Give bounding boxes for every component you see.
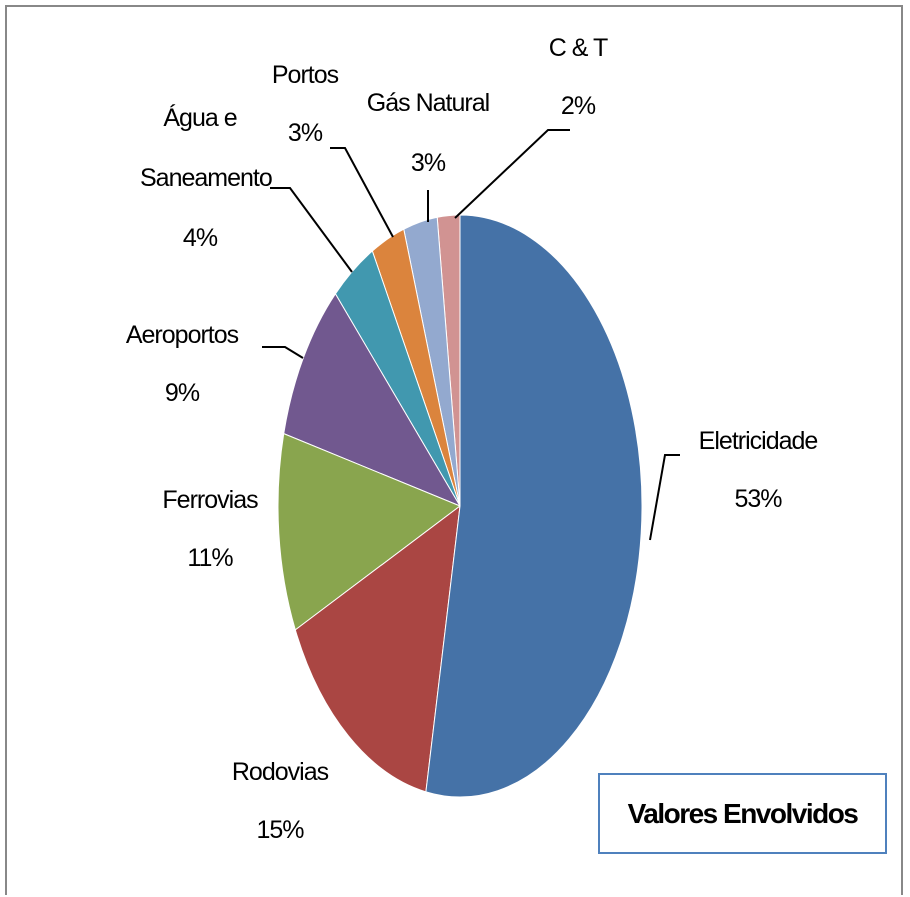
- slice-name: Portos: [271, 61, 339, 89]
- slice-percent: 3%: [410, 149, 446, 177]
- pie-slice: [425, 214, 643, 798]
- slice-name: C & T: [548, 34, 608, 62]
- slice-percent: 53%: [734, 485, 782, 513]
- slice-label: Ferrovias 11%: [162, 471, 258, 587]
- slice-percent: 2%: [560, 92, 596, 120]
- leader-line: [270, 187, 353, 273]
- slice-percent: 4%: [182, 224, 218, 252]
- slice-name: Rodovias: [231, 758, 329, 786]
- slice-label: Água e Saneamento 4%: [140, 88, 273, 268]
- pie-slice: [283, 292, 462, 508]
- pie-slice: [294, 504, 461, 793]
- slice-label: C & T 2%: [548, 19, 608, 135]
- slice-label: Rodovias 15%: [231, 743, 329, 859]
- leader-line: [262, 346, 304, 359]
- slice-percent: 3%: [287, 119, 323, 147]
- pie-slice: [277, 432, 462, 631]
- slice-name: Eletricidade: [698, 427, 819, 455]
- chart-title: Valores Envolvidos: [598, 773, 887, 854]
- slice-percent: 15%: [256, 816, 304, 844]
- leader-line: [330, 147, 394, 238]
- slice-percent: 11%: [187, 544, 233, 572]
- slice-name: Gás Natural: [366, 89, 490, 117]
- leader-line: [649, 454, 680, 541]
- slice-percent: 9%: [164, 379, 200, 407]
- chart-frame: [5, 5, 903, 895]
- slice-name: Água e Saneamento: [140, 104, 273, 192]
- slice-label: Portos 3%: [271, 46, 339, 162]
- slice-label: Gás Natural 3%: [353, 73, 503, 193]
- leader-lines: [262, 129, 680, 541]
- slice-name: Ferrovias: [162, 486, 258, 514]
- slice-label: Aeroportos 9%: [125, 306, 239, 422]
- slice-name: Aeroportos: [125, 321, 239, 349]
- leader-line: [454, 129, 570, 219]
- slice-label: Eletricidade 53%: [698, 412, 819, 528]
